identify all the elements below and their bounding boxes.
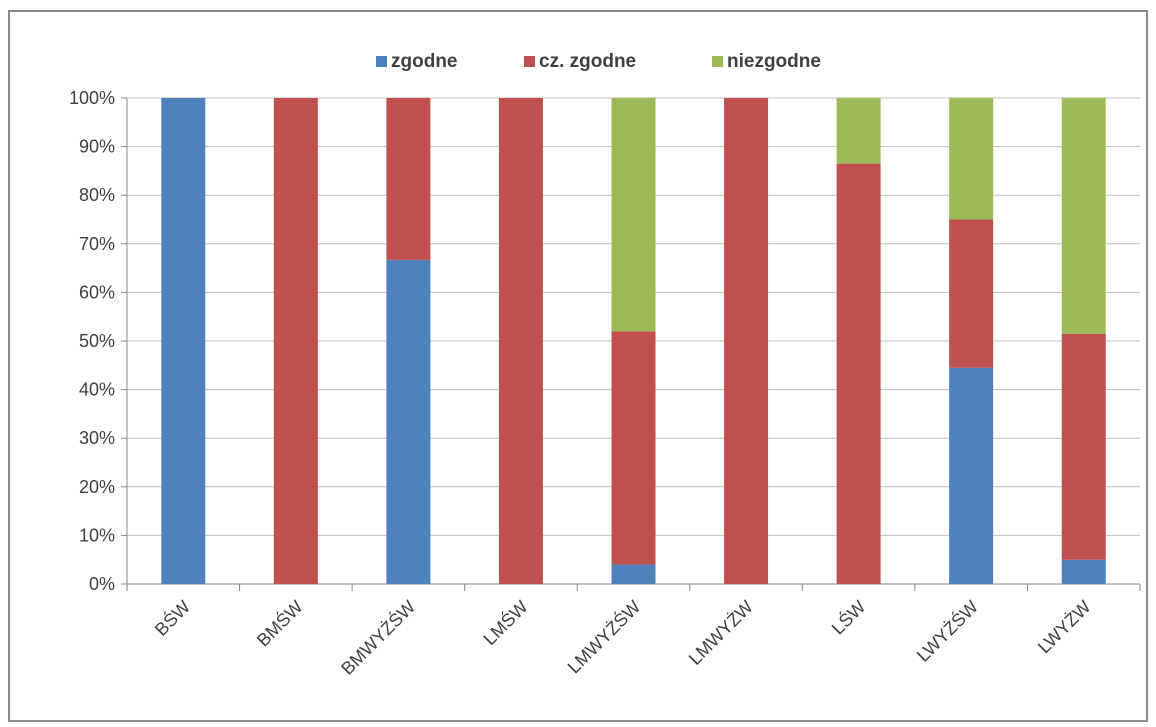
y-tick-label: 60% [79, 282, 115, 302]
y-tick-label: 70% [79, 234, 115, 254]
bar-segment [611, 564, 656, 584]
bar-segment [1061, 98, 1106, 334]
y-tick-label: 100% [69, 88, 115, 108]
x-category-label: LMWYŻŚW [563, 596, 644, 677]
y-tick-label: 30% [79, 428, 115, 448]
bar-segment [273, 98, 318, 584]
x-category-label: LMWYŻW [685, 597, 757, 669]
bar-segment [1061, 333, 1106, 560]
bar-segment [836, 98, 881, 164]
x-category-label: BŚW [150, 596, 194, 640]
legend-swatch [712, 56, 723, 67]
x-category-label: LWYŻW [1034, 597, 1095, 658]
bar-segment [611, 98, 656, 332]
bar-segment [949, 98, 994, 220]
y-tick-label: 10% [79, 525, 115, 545]
bar-segment [498, 98, 543, 584]
y-tick-label: 80% [79, 185, 115, 205]
y-tick-label: 90% [79, 137, 115, 157]
y-tick-label: 50% [79, 331, 115, 351]
bar-segment [161, 98, 206, 584]
x-category-label: LWYŻŚW [912, 596, 982, 666]
bar-segment [611, 331, 656, 565]
x-category-label: BMWYŻŚW [336, 596, 419, 679]
y-tick-label: 0% [89, 574, 115, 594]
legend-swatch [524, 56, 535, 67]
x-category-label: LŚW [827, 596, 869, 638]
legend-label: zgodne [391, 51, 458, 72]
y-tick-label: 20% [79, 477, 115, 497]
x-category-label: LMŚW [479, 596, 532, 649]
x-category-label: BMŚW [252, 596, 306, 650]
legend-label: niezgodne [727, 51, 821, 72]
bar-segment [386, 98, 431, 260]
legend-label: cz. zgodne [539, 51, 636, 72]
bar-segment [724, 98, 769, 584]
bar-segment [949, 219, 994, 368]
legend-swatch [376, 56, 387, 67]
bar-segment [949, 367, 994, 584]
bar-segment [1061, 559, 1106, 584]
bar-segment [836, 163, 881, 585]
y-tick-label: 40% [79, 380, 115, 400]
bar-segment [386, 259, 431, 584]
